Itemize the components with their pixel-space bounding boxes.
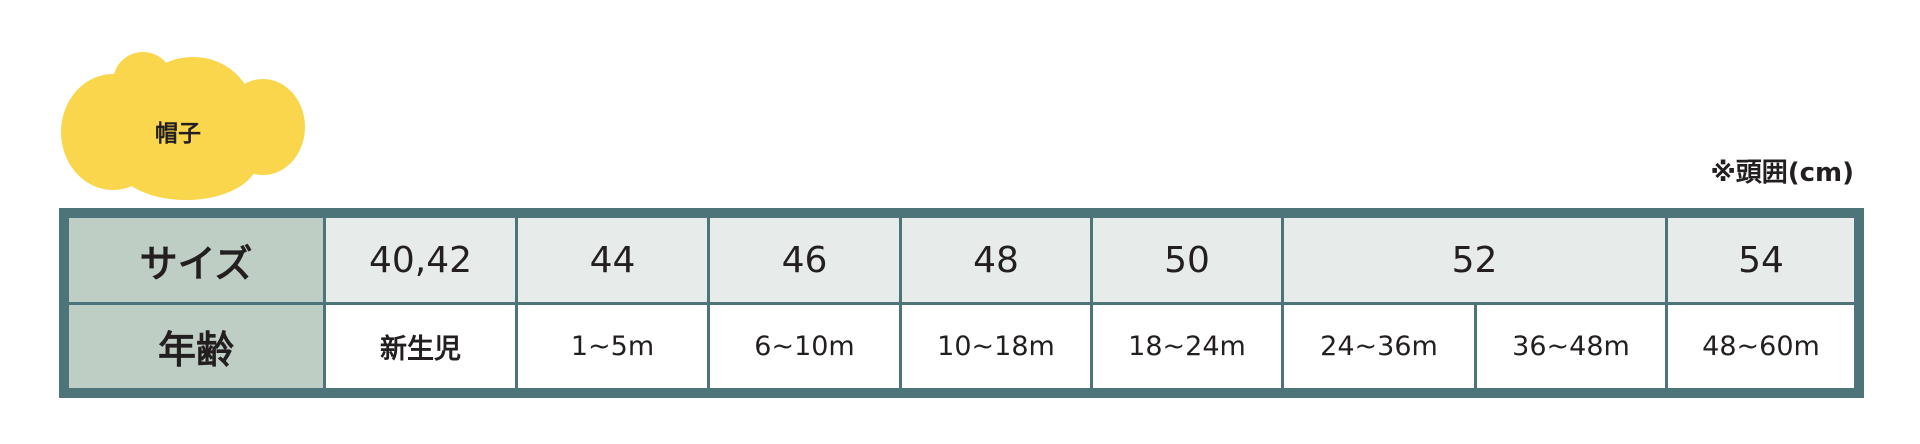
size-cell: 48 xyxy=(902,218,1090,302)
size-cell: 44 xyxy=(518,218,707,302)
size-cell: 54 xyxy=(1668,218,1854,302)
age-cell: 10~18m xyxy=(902,305,1090,388)
age-cell: 新生児 xyxy=(326,305,515,388)
age-cell: 1~5m xyxy=(518,305,707,388)
size-cell: 40,42 xyxy=(326,218,515,302)
size-header: サイズ xyxy=(69,218,323,302)
age-cell: 6~10m xyxy=(710,305,899,388)
age-cell: 24~36m xyxy=(1284,305,1474,388)
age-header: 年齢 xyxy=(69,305,323,388)
cloud-shape xyxy=(61,52,305,200)
category-title: 帽子 xyxy=(155,121,201,147)
size-cell: 52 xyxy=(1284,218,1665,302)
size-cell: 50 xyxy=(1093,218,1281,302)
size-cell: 46 xyxy=(710,218,899,302)
size-table: サイズ 40,42 44 46 48 50 52 54 年齢 新生児 1~5m … xyxy=(59,208,1864,398)
unit-note: ※頭囲(cm) xyxy=(1710,158,1854,188)
age-cell: 18~24m xyxy=(1093,305,1281,388)
age-cell: 48~60m xyxy=(1668,305,1854,388)
age-cell: 36~48m xyxy=(1477,305,1665,388)
